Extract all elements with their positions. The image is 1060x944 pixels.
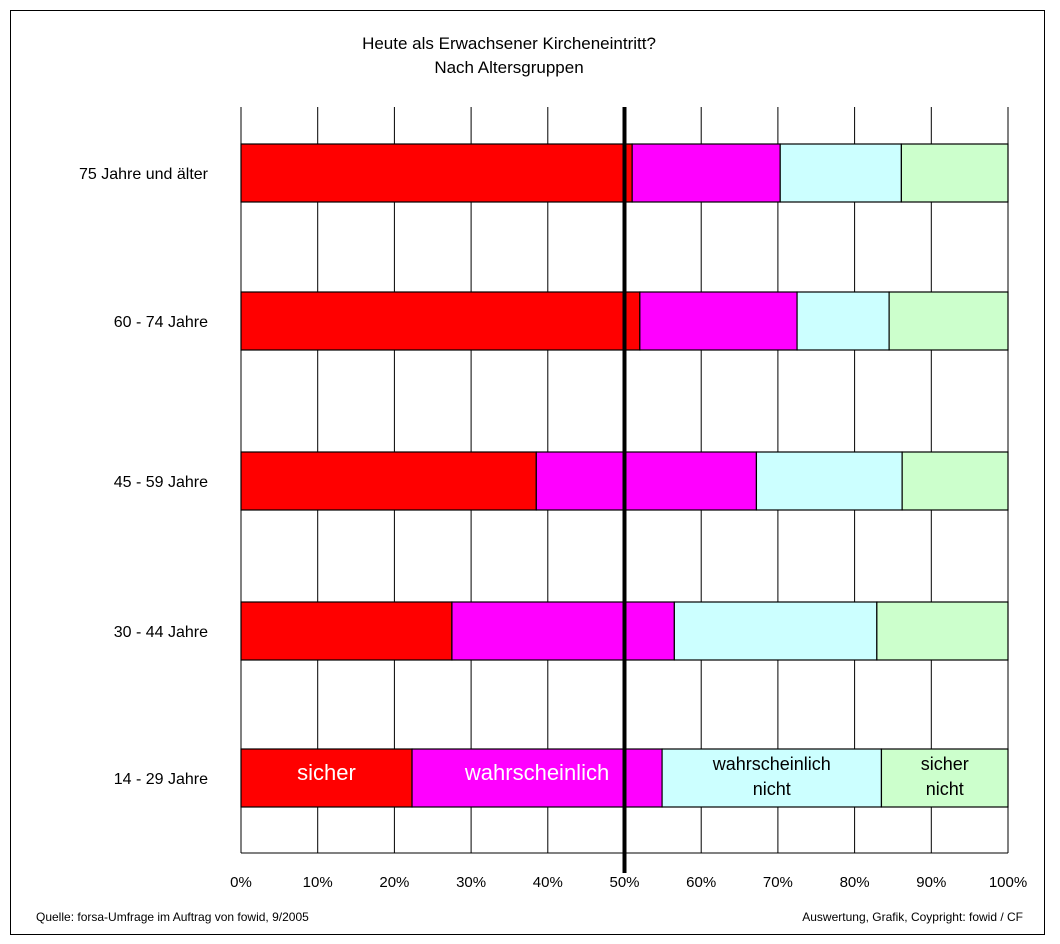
- category-labels: 75 Jahre und älter 60 - 74 Jahre 45 - 59 J…: [79, 166, 209, 788]
- x-tick-labels: 0% 10% 20% 30% 40% 50% 60% 70% 80% 90% 100%: [230, 874, 1027, 891]
- x-tick-label: 40%: [533, 874, 563, 891]
- category-label: 45 - 59 Jahre: [114, 474, 208, 491]
- bar-segment-wahrscheinlich-nicht: [661, 748, 883, 808]
- bar-segment-sicher-nicht: [880, 748, 1009, 808]
- bar-segment-sicher-nicht: [888, 291, 1009, 351]
- bars: sicher wahrscheinlich wahrscheinlich nicht s…: [240, 143, 1009, 808]
- x-tick-label: 100%: [989, 874, 1027, 891]
- bar-segment-sicher: [240, 451, 537, 511]
- x-tick-label: 50%: [609, 874, 639, 891]
- bar-segment-wahrscheinlich: [639, 291, 798, 351]
- category-label: 30 - 44 Jahre: [114, 624, 208, 641]
- x-tick-label: 80%: [840, 874, 870, 891]
- bar-segment-wahrscheinlich: [411, 748, 663, 808]
- bar-segment-sicher: [240, 601, 453, 661]
- bar-segment-sicher-nicht: [900, 143, 1009, 203]
- footer-credit: Auswertung, Grafik, Coypright: fowid / C…: [802, 910, 1023, 924]
- bar-segment-wahrscheinlich: [451, 601, 675, 661]
- x-tick-label: 10%: [303, 874, 333, 891]
- segment-label: sicher: [297, 760, 356, 785]
- bar-segment-wahrscheinlich: [631, 143, 781, 203]
- bar-segment-wahrscheinlich-nicht: [673, 601, 878, 661]
- chart-title-line-2: Nach Altersgruppen: [434, 58, 583, 77]
- bar-segment-sicher: [240, 748, 413, 808]
- x-tick-label: 60%: [686, 874, 716, 891]
- chart-frame: Heute als Erwachsener Kircheneintritt? N…: [10, 10, 1045, 935]
- segment-label: wahrscheinlich: [712, 754, 831, 774]
- x-tick-label: 70%: [763, 874, 793, 891]
- x-tick-label: 0%: [230, 874, 252, 891]
- x-tick-label: 30%: [456, 874, 486, 891]
- x-tick-label: 20%: [379, 874, 409, 891]
- category-label: 75 Jahre und älter: [79, 166, 209, 183]
- segment-label: nicht: [926, 779, 964, 799]
- bar-segment-wahrscheinlich-nicht: [796, 291, 890, 351]
- bar-segment-wahrscheinlich: [535, 451, 758, 511]
- chart-area: Heute als Erwachsener Kircheneintritt? N…: [36, 34, 1027, 924]
- bar-segment-wahrscheinlich-nicht: [755, 451, 903, 511]
- segment-label: wahrscheinlich: [464, 760, 609, 785]
- category-label: 14 - 29 Jahre: [114, 771, 208, 788]
- segment-label: sicher: [921, 754, 969, 774]
- bar-segment-sicher-nicht: [876, 601, 1009, 661]
- bar-segment-sicher: [240, 291, 641, 351]
- bar-segment-sicher-nicht: [901, 451, 1009, 511]
- bar-segment-wahrscheinlich-nicht: [779, 143, 902, 203]
- x-tick-label: 90%: [916, 874, 946, 891]
- category-label: 60 - 74 Jahre: [114, 314, 208, 331]
- bar-segment-sicher: [240, 143, 633, 203]
- footer-source: Quelle: forsa-Umfrage im Auftrag von fow…: [36, 910, 309, 924]
- chart-title-line-1: Heute als Erwachsener Kircheneintritt?: [362, 34, 656, 53]
- segment-label: nicht: [753, 779, 791, 799]
